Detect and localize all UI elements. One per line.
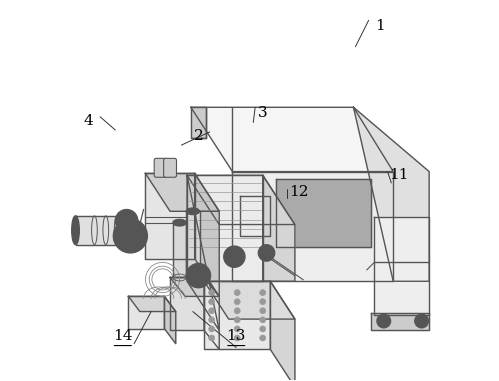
Circle shape (258, 245, 275, 261)
Circle shape (234, 308, 240, 314)
Polygon shape (204, 277, 219, 349)
Polygon shape (146, 173, 195, 259)
Circle shape (234, 317, 240, 323)
Text: 4: 4 (84, 114, 94, 128)
Circle shape (113, 219, 147, 253)
Circle shape (115, 210, 138, 232)
Ellipse shape (173, 219, 186, 226)
FancyBboxPatch shape (164, 158, 177, 177)
Circle shape (209, 308, 215, 314)
Circle shape (234, 290, 240, 296)
Circle shape (259, 335, 266, 341)
Circle shape (228, 250, 241, 264)
Polygon shape (195, 173, 219, 296)
Circle shape (234, 335, 240, 341)
Circle shape (259, 299, 266, 305)
FancyBboxPatch shape (154, 158, 167, 177)
Polygon shape (128, 296, 176, 312)
Text: 2: 2 (194, 129, 203, 142)
Ellipse shape (72, 216, 79, 245)
Text: 12: 12 (289, 186, 308, 199)
Polygon shape (187, 175, 263, 281)
Text: 3: 3 (258, 106, 267, 120)
Polygon shape (186, 211, 200, 277)
Polygon shape (276, 179, 371, 247)
Polygon shape (191, 107, 206, 138)
Polygon shape (233, 171, 393, 281)
Ellipse shape (186, 208, 200, 215)
Circle shape (209, 326, 215, 332)
Polygon shape (164, 296, 176, 344)
Circle shape (209, 335, 215, 341)
Circle shape (234, 299, 240, 305)
Polygon shape (270, 281, 295, 381)
Circle shape (234, 326, 240, 332)
Circle shape (186, 264, 211, 288)
Polygon shape (187, 175, 295, 224)
Polygon shape (173, 223, 186, 277)
Circle shape (259, 290, 266, 296)
Polygon shape (204, 281, 295, 319)
Polygon shape (128, 296, 164, 328)
Circle shape (259, 308, 266, 314)
Circle shape (209, 317, 215, 323)
Polygon shape (146, 173, 219, 211)
Polygon shape (204, 281, 270, 349)
Polygon shape (263, 175, 295, 281)
Circle shape (119, 224, 142, 247)
Polygon shape (353, 107, 429, 281)
Polygon shape (371, 314, 429, 330)
Circle shape (377, 314, 391, 328)
Polygon shape (170, 277, 204, 330)
Polygon shape (170, 277, 219, 296)
Polygon shape (75, 216, 127, 245)
Circle shape (224, 246, 245, 267)
Circle shape (192, 269, 205, 282)
Circle shape (415, 314, 429, 328)
Text: 13: 13 (227, 329, 246, 343)
Circle shape (209, 290, 215, 296)
Circle shape (259, 317, 266, 323)
Text: 1: 1 (375, 19, 385, 33)
Circle shape (209, 299, 215, 305)
Polygon shape (187, 175, 219, 330)
Polygon shape (374, 217, 429, 315)
Text: 14: 14 (113, 329, 133, 343)
Polygon shape (191, 107, 393, 171)
Circle shape (259, 326, 266, 332)
Text: 11: 11 (389, 168, 409, 182)
Polygon shape (240, 196, 270, 236)
